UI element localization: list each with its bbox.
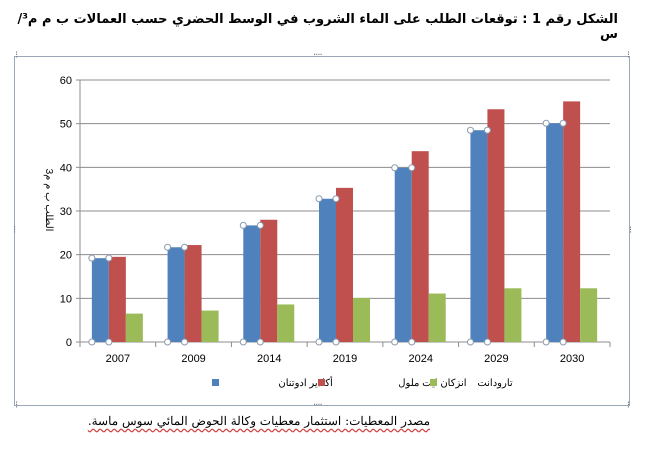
resize-handle-top[interactable]: ···· (313, 50, 323, 61)
bar[interactable] (353, 297, 370, 342)
selection-handles (88, 119, 567, 346)
x-tick-label: 2007 (106, 353, 130, 365)
bar[interactable] (277, 304, 295, 342)
legend: أكادير ادوتنان انزكان ايت ملول تارودانت (212, 376, 513, 389)
chart-frame[interactable]: ⁝ ···· ⁝ ⁝ ⁝ ⁝ ···· ⁝ (13, 51, 632, 411)
y-tick-label: 0 (66, 337, 72, 349)
selection-handle[interactable] (559, 119, 567, 127)
figure-title: الشكل رقم 1 : توقعات الطلب على الماء الش… (17, 12, 618, 42)
selection-handle[interactable] (256, 221, 264, 229)
y-tick-label: 40 (60, 162, 72, 174)
y-axis-label: الطلب ب م م3 (43, 169, 54, 232)
selection-handle[interactable] (542, 119, 550, 127)
x-tick-label: 2009 (181, 353, 205, 365)
selection-handle[interactable] (164, 338, 172, 346)
y-tick-label: 50 (60, 119, 72, 131)
bar[interactable] (428, 293, 446, 342)
x-tick-label: 2024 (408, 353, 432, 365)
bar[interactable] (487, 109, 505, 342)
bar[interactable] (563, 101, 581, 342)
selection-handle[interactable] (391, 164, 399, 172)
selection-handle[interactable] (239, 338, 247, 346)
selection-handle[interactable] (483, 126, 491, 134)
selection-handle[interactable] (88, 338, 96, 346)
selection-handle[interactable] (181, 338, 189, 346)
source-note: مصدر المعطيات: استثمار معطيات وكالة الحو… (87, 414, 430, 428)
resize-handle-right[interactable]: ⁝ (628, 225, 632, 236)
resize-handle-top-right[interactable]: ⁝ (626, 50, 630, 61)
bar[interactable] (336, 187, 353, 342)
selection-handle[interactable] (466, 126, 474, 134)
selection-handle[interactable] (315, 195, 323, 203)
x-tick-label: 2029 (484, 353, 508, 365)
bar[interactable] (243, 225, 261, 342)
x-tick-label: 2019 (333, 353, 357, 365)
selection-handle[interactable] (239, 221, 247, 229)
selection-handle[interactable] (88, 254, 96, 262)
y-tick-label: 10 (60, 293, 72, 305)
y-tick-label: 30 (60, 206, 72, 218)
x-axis-ticks: 2007 2009 2014 2019 2024 2029 2030 (106, 353, 585, 365)
resize-handle-bottom[interactable]: ···· (313, 400, 323, 411)
y-tick-label: 20 (60, 250, 72, 262)
resize-handle-left[interactable]: ⁝ (13, 225, 16, 236)
legend-swatch (318, 379, 325, 386)
y-axis-ticks: 0 10 20 30 40 50 60 (60, 75, 72, 349)
legend-label: تارودانت (477, 378, 513, 389)
resize-handle-bottom-right[interactable]: ⁝ (626, 400, 630, 411)
selection-handle[interactable] (315, 338, 323, 346)
selection-handle[interactable] (332, 195, 340, 203)
selection-handle[interactable] (332, 338, 340, 346)
legend-swatch (430, 379, 437, 386)
selection-handle[interactable] (408, 338, 416, 346)
x-tick-label: 2030 (560, 353, 584, 365)
bar[interactable] (470, 130, 488, 342)
bar[interactable] (108, 256, 126, 342)
y-tick-label: 60 (60, 75, 72, 87)
bars (91, 101, 598, 342)
bar[interactable] (504, 288, 522, 342)
bar[interactable] (167, 247, 185, 342)
selection-handle[interactable] (559, 338, 567, 346)
bar[interactable] (546, 123, 564, 342)
bar[interactable] (91, 258, 109, 342)
selection-handle[interactable] (408, 164, 416, 172)
bar[interactable] (201, 310, 219, 342)
bar[interactable] (411, 151, 429, 342)
selection-handle[interactable] (483, 338, 491, 346)
selection-handle[interactable] (105, 254, 113, 262)
bar[interactable] (319, 198, 336, 342)
bar[interactable] (260, 219, 278, 342)
selection-handle[interactable] (164, 243, 172, 251)
selection-handle[interactable] (391, 338, 399, 346)
selection-handle[interactable] (466, 338, 474, 346)
selection-handle[interactable] (542, 338, 550, 346)
selection-handle[interactable] (105, 338, 113, 346)
bar[interactable] (125, 313, 143, 342)
legend-swatch (212, 379, 219, 386)
selection-handle[interactable] (181, 243, 189, 251)
resize-handle-top-left[interactable]: ⁝ (15, 50, 18, 61)
resize-handle-bottom-left[interactable]: ⁝ (15, 400, 18, 411)
selection-handle[interactable] (256, 338, 264, 346)
x-tick-label: 2014 (257, 353, 281, 365)
bar[interactable] (394, 167, 412, 342)
bar[interactable] (184, 245, 202, 342)
bar[interactable] (580, 288, 598, 342)
